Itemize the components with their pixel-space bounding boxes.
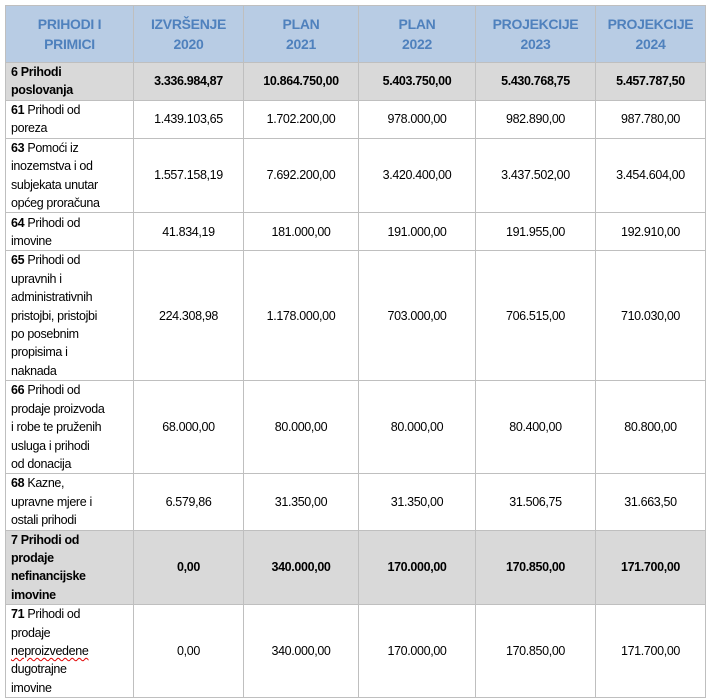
value-cell: 982.890,00 bbox=[475, 99, 596, 139]
value-cell: 224.308,98 bbox=[133, 250, 244, 382]
value-cell: 5.403.750,00 bbox=[358, 62, 476, 101]
account-description: Prihodi od prodaje neproizvedene dugotra… bbox=[11, 607, 89, 695]
row-label: 63 Pomoći iz inozemstva i od subjekata u… bbox=[5, 137, 134, 214]
account-code: 63 bbox=[11, 140, 25, 155]
value-cell: 340.000,00 bbox=[243, 604, 359, 698]
value-cell: 171.700,00 bbox=[595, 604, 706, 698]
account-code: 68 bbox=[11, 476, 25, 491]
value-cell: 10.864.750,00 bbox=[243, 62, 359, 101]
table-row: 65 Prihodi od upravnih i administrativni… bbox=[5, 250, 706, 382]
account-description: Prihodi od poreza bbox=[11, 102, 81, 136]
value-cell: 0,00 bbox=[133, 529, 244, 606]
value-cell: 191.000,00 bbox=[358, 212, 476, 252]
value-cell: 191.955,00 bbox=[475, 212, 596, 252]
table-row: 71 Prihodi od prodaje neproizvedene dugo… bbox=[5, 604, 706, 698]
summary-row: 6 Prihodi poslovanja 3.336.984,87 10.864.7… bbox=[5, 62, 706, 101]
row-label: 7 Prihodi od prodaje nefinancijske imovi… bbox=[5, 529, 134, 606]
value-cell: 1.178.000,00 bbox=[243, 250, 359, 382]
value-cell: 31.350,00 bbox=[358, 473, 476, 531]
account-code: 64 bbox=[11, 215, 25, 230]
row-label: 6 Prihodi poslovanja bbox=[5, 62, 134, 101]
value-cell: 1.439.103,65 bbox=[133, 99, 244, 139]
value-cell: 31.506,75 bbox=[475, 473, 596, 531]
value-cell: 3.437.502,00 bbox=[475, 137, 596, 214]
value-cell: 3.336.984,87 bbox=[133, 62, 244, 101]
column-header: PLAN 2022 bbox=[358, 5, 476, 63]
table-row: 66 Prihodi od prodaje proizvoda i robe t… bbox=[5, 380, 706, 475]
value-cell: 80.000,00 bbox=[358, 380, 476, 475]
row-label: 71 Prihodi od prodaje neproizvedene dugo… bbox=[5, 604, 134, 698]
value-cell: 80.800,00 bbox=[595, 380, 706, 475]
account-code: 66 bbox=[11, 383, 25, 398]
value-cell: 80.400,00 bbox=[475, 380, 596, 475]
table-row: 64 Prihodi od imovine 41.834,19 181.000,00… bbox=[5, 212, 706, 252]
column-header: PLAN 2021 bbox=[243, 5, 359, 63]
value-cell: 181.000,00 bbox=[243, 212, 359, 252]
row-label: 65 Prihodi od upravnih i administrativni… bbox=[5, 250, 134, 382]
account-description: Pomoći iz inozemstva i od subjekata unut… bbox=[11, 140, 100, 211]
account-code: 6 bbox=[11, 65, 18, 79]
value-cell: 31.663,50 bbox=[595, 473, 706, 531]
value-cell: 703.000,00 bbox=[358, 250, 476, 382]
value-cell: 5.430.768,75 bbox=[475, 62, 596, 101]
value-cell: 3.420.400,00 bbox=[358, 137, 476, 214]
table-row: 61 Prihodi od poreza 1.439.103,65 1.702.20… bbox=[5, 99, 706, 139]
row-label: 68 Kazne, upravne mjere i ostali prihodi bbox=[5, 473, 134, 531]
value-cell: 1.702.200,00 bbox=[243, 99, 359, 139]
row-label: 61 Prihodi od poreza bbox=[5, 99, 134, 139]
account-description: Kazne, upravne mjere i ostali prihodi bbox=[11, 476, 92, 528]
column-header: IZVRŠENJE 2020 bbox=[133, 5, 244, 63]
value-cell: 706.515,00 bbox=[475, 250, 596, 382]
value-cell: 171.700,00 bbox=[595, 529, 706, 606]
revenue-table: PRIHODI I PRIMICI IZVRŠENJE 2020 PLAN 2021… bbox=[5, 5, 706, 698]
account-description: Prihodi od upravnih i administrativnih p… bbox=[11, 253, 98, 378]
value-cell: 710.030,00 bbox=[595, 250, 706, 382]
value-cell: 68.000,00 bbox=[133, 380, 244, 475]
column-header: PROJEKCIJE 2024 bbox=[595, 5, 706, 63]
column-header: PRIHODI I PRIMICI bbox=[5, 5, 134, 63]
value-cell: 1.557.158,19 bbox=[133, 137, 244, 214]
account-code: 7 bbox=[11, 532, 18, 547]
value-cell: 170.850,00 bbox=[475, 529, 596, 606]
header-row: PRIHODI I PRIMICI IZVRŠENJE 2020 PLAN 2021… bbox=[5, 5, 706, 63]
value-cell: 170.000,00 bbox=[358, 604, 476, 698]
account-description: Prihodi od prodaje nefinancijske imovine bbox=[11, 532, 86, 602]
value-cell: 31.350,00 bbox=[243, 473, 359, 531]
value-cell: 6.579,86 bbox=[133, 473, 244, 531]
account-description: Prihodi od imovine bbox=[11, 215, 81, 248]
value-cell: 0,00 bbox=[133, 604, 244, 698]
value-cell: 192.910,00 bbox=[595, 212, 706, 252]
value-cell: 340.000,00 bbox=[243, 529, 359, 606]
account-code: 71 bbox=[11, 607, 25, 622]
value-cell: 3.454.604,00 bbox=[595, 137, 706, 214]
spellcheck-underline: neproizvedene bbox=[11, 643, 89, 658]
table-row: 68 Kazne, upravne mjere i ostali prihodi… bbox=[5, 473, 706, 531]
account-code: 65 bbox=[11, 253, 25, 268]
account-description: Prihodi poslovanja bbox=[11, 65, 73, 98]
row-label: 66 Prihodi od prodaje proizvoda i robe t… bbox=[5, 380, 134, 475]
column-header: PROJEKCIJE 2023 bbox=[475, 5, 596, 63]
value-cell: 5.457.787,50 bbox=[595, 62, 706, 101]
summary-row: 7 Prihodi od prodaje nefinancijske imovi… bbox=[5, 529, 706, 606]
value-cell: 41.834,19 bbox=[133, 212, 244, 252]
value-cell: 978.000,00 bbox=[358, 99, 476, 139]
table-row: 63 Pomoći iz inozemstva i od subjekata u… bbox=[5, 137, 706, 214]
value-cell: 80.000,00 bbox=[243, 380, 359, 475]
account-description: Prihodi od prodaje proizvoda i robe te p… bbox=[11, 383, 105, 471]
row-label: 64 Prihodi od imovine bbox=[5, 212, 134, 252]
account-code: 61 bbox=[11, 102, 25, 117]
value-cell: 170.000,00 bbox=[358, 529, 476, 606]
value-cell: 170.850,00 bbox=[475, 604, 596, 698]
value-cell: 987.780,00 bbox=[595, 99, 706, 139]
value-cell: 7.692.200,00 bbox=[243, 137, 359, 214]
